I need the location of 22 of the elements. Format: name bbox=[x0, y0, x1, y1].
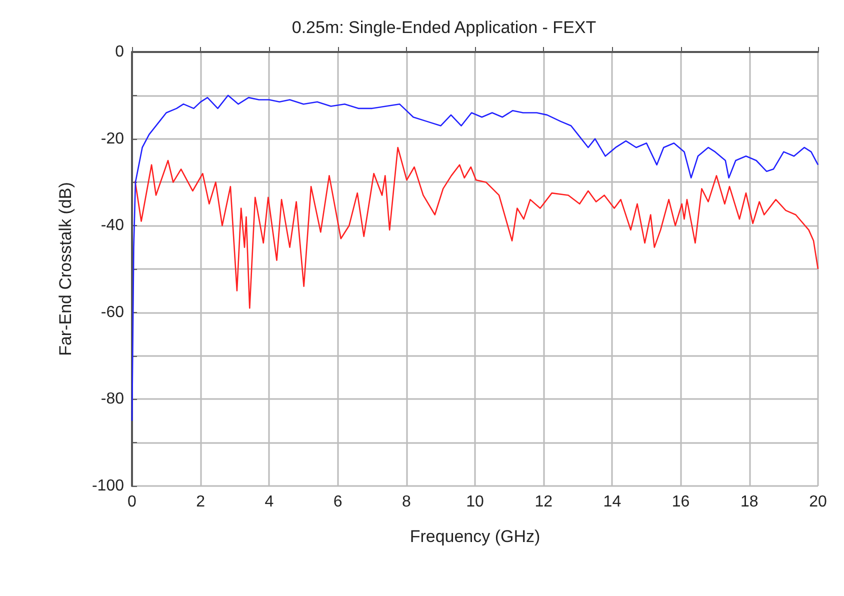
y-axis-title: Far-End Crosstalk (dB) bbox=[56, 182, 75, 356]
y-tick-label: 0 bbox=[115, 44, 124, 60]
x-tick-label: 2 bbox=[196, 494, 206, 510]
x-tick-label: 6 bbox=[333, 494, 342, 510]
chart-title: 0.25m: Single-Ended Application - FEXT bbox=[292, 18, 596, 37]
x-axis-title: Frequency (GHz) bbox=[410, 527, 540, 546]
x-tick-label: 16 bbox=[672, 494, 690, 510]
x-tick-label: 0 bbox=[128, 494, 137, 510]
y-tick-label: -100 bbox=[92, 478, 124, 494]
y-tick-label: -40 bbox=[100, 217, 124, 234]
y-tick-label: -60 bbox=[100, 304, 124, 321]
line-series bbox=[134, 146, 819, 309]
x-tick-label: 20 bbox=[809, 494, 827, 510]
line-series bbox=[131, 94, 819, 422]
x-tick-label: 10 bbox=[466, 494, 484, 510]
x-tick-label: 12 bbox=[534, 494, 553, 510]
y-tick-label: -80 bbox=[100, 390, 124, 408]
x-tick-label: 18 bbox=[740, 494, 758, 510]
x-tick-label: 14 bbox=[603, 494, 622, 510]
x-tick-label: 8 bbox=[402, 494, 411, 510]
y-tick-label: -20 bbox=[100, 130, 124, 148]
x-tick-label: 4 bbox=[264, 494, 274, 510]
